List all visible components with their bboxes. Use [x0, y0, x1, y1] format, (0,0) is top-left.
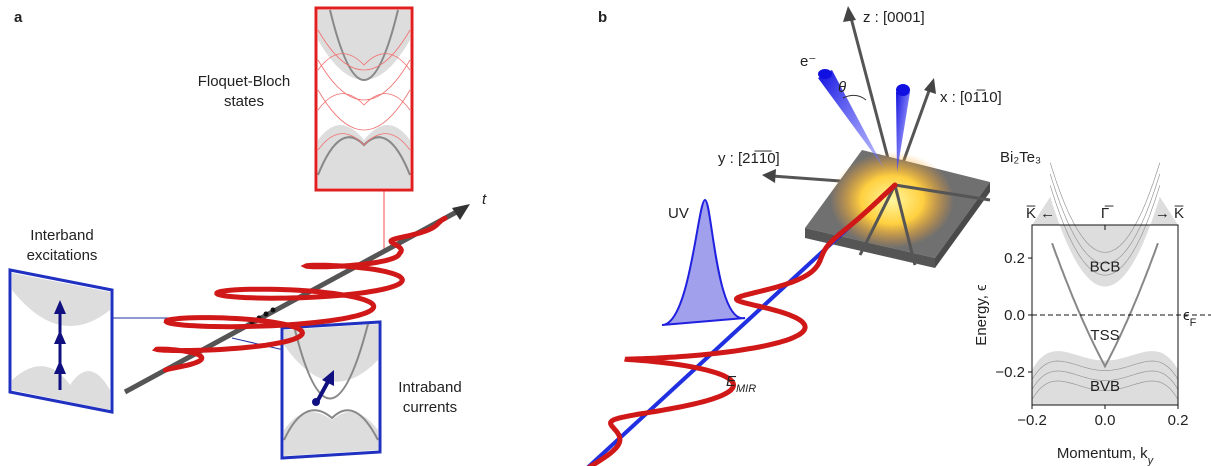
photoelectron-beam: [818, 70, 884, 168]
fermi-label: ϵF: [1183, 307, 1197, 329]
region-label: BVB: [1090, 378, 1120, 395]
x-tick-label: 0.0: [1095, 412, 1116, 429]
label: states: [224, 93, 264, 110]
arrow-head: [843, 6, 856, 22]
top-label: K̅ ←: [1026, 205, 1055, 222]
axis-label: t: [482, 191, 487, 208]
x-axis-label: Momentum, ky: [1057, 445, 1155, 466]
top-label: → K̅: [1155, 205, 1184, 222]
arrow-head: [924, 78, 936, 94]
x-tick-label: −0.2: [1017, 412, 1047, 429]
laser-spot: [830, 152, 954, 248]
label: Floquet-Bloch: [198, 73, 291, 90]
x-tick-label: 0.2: [1168, 412, 1189, 429]
y-tick-label: −0.2: [995, 364, 1025, 381]
label: θ: [838, 79, 846, 96]
arrow-head: [452, 204, 470, 220]
arrow-head: [762, 169, 776, 183]
label: e⁻: [800, 53, 816, 70]
fermi-label-sub: F: [1190, 317, 1197, 329]
band-structure: 0.2 0.0 −0.2 −0.2 0.0 0.2 Momentum, ky Energy, …: [973, 163, 1211, 466]
y-tick-label: 0.0: [1004, 307, 1025, 324]
label: Interband: [30, 227, 93, 244]
axis-label: x : [01̅10]: [940, 89, 1002, 106]
panel-label: b: [598, 9, 607, 26]
axis-label: y : [21̅1̅0]: [718, 150, 780, 167]
label: UV: [668, 205, 689, 222]
panel-label: a: [14, 9, 23, 26]
axis-label: z : [0001]: [863, 9, 925, 26]
figure: 0.2 0.0 −0.2 −0.2 0.0 0.2 Momentum, ky Energy, …: [0, 0, 1211, 466]
label: Intraband: [398, 379, 461, 396]
label: excitations: [27, 247, 98, 264]
label: currents: [403, 399, 457, 416]
y-axis-label: Energy, ϵ: [973, 284, 990, 346]
panel-b: [585, 6, 990, 466]
label: Bi₂Te₃: [1000, 149, 1041, 166]
beam-tip: [896, 84, 910, 96]
region-label: BCB: [1090, 259, 1121, 276]
electron: [312, 398, 320, 406]
field-label-sub: MIR: [736, 383, 756, 395]
x-axis-label-sub: y: [1147, 455, 1155, 466]
beam-tip: [818, 69, 832, 79]
x-axis-label-main: Momentum, k: [1057, 445, 1148, 462]
region-label: TSS: [1090, 327, 1119, 344]
waves: [157, 185, 895, 466]
y-tick-label: 0.2: [1004, 250, 1025, 267]
top-label: Γ̅: [1101, 205, 1114, 222]
